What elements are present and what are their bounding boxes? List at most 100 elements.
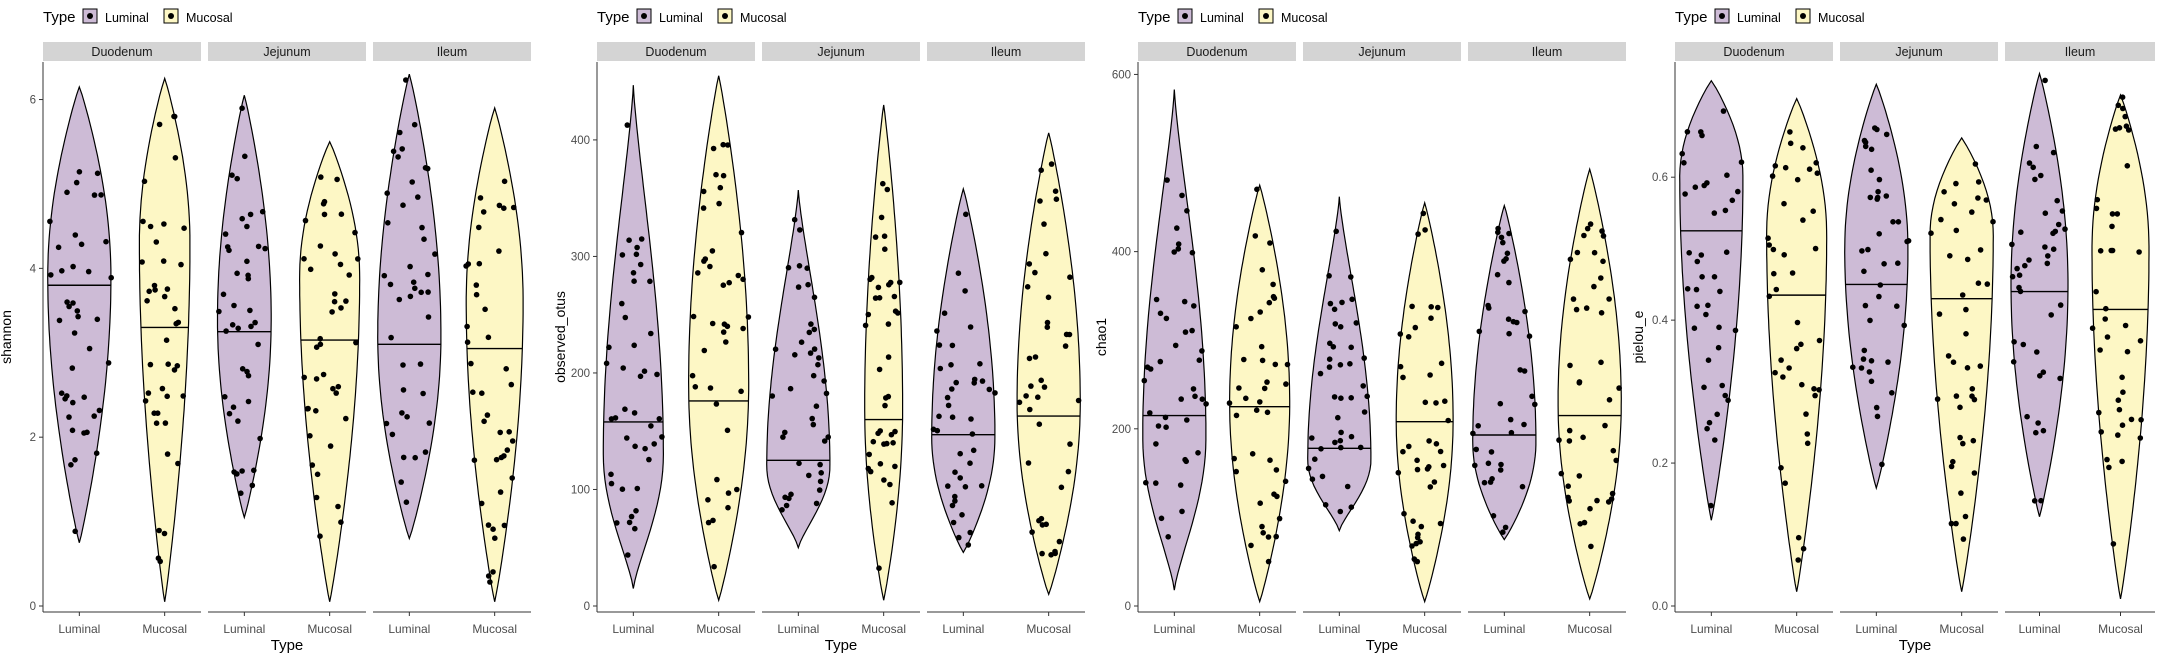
- data-point: [949, 502, 956, 509]
- data-point: [782, 429, 788, 436]
- data-point: [1309, 476, 1316, 483]
- data-point: [1867, 317, 1873, 324]
- data-point: [1904, 238, 1910, 245]
- data-point: [335, 383, 342, 390]
- data-point: [1699, 274, 1705, 280]
- data-point: [815, 361, 821, 368]
- data-point: [646, 456, 652, 463]
- data-point: [1426, 438, 1432, 444]
- data-point: [1338, 395, 1344, 402]
- data-point: [2016, 284, 2022, 291]
- data-point: [1963, 306, 1969, 313]
- data-point: [1495, 225, 1501, 232]
- data-point: [403, 499, 410, 506]
- data-point: [496, 248, 502, 254]
- data-point: [384, 190, 391, 196]
- data-point: [937, 365, 944, 372]
- data-point: [1948, 520, 1955, 527]
- data-point: [338, 211, 345, 217]
- data-point: [631, 410, 638, 416]
- data-point: [400, 202, 406, 208]
- facet-ileum: Ileum Luminal Mucosal: [2005, 42, 2155, 636]
- data-point: [1035, 394, 1041, 401]
- x-tick-label: Mucosal: [472, 622, 517, 636]
- data-point: [2062, 226, 2068, 232]
- panel-observed_otus: Type Luminal Mucosal 0 100 200 300 400 observed_…: [552, 8, 1085, 654]
- y-tick-label: 4: [30, 263, 37, 275]
- data-point: [1348, 274, 1354, 280]
- data-point: [811, 346, 818, 352]
- data-point: [1984, 281, 1991, 287]
- data-point: [648, 423, 654, 429]
- data-point: [352, 229, 358, 236]
- data-point: [1254, 186, 1260, 193]
- data-point: [631, 278, 637, 285]
- data-point: [2097, 347, 2103, 353]
- data-point: [1692, 184, 1699, 190]
- data-point: [1500, 239, 1506, 246]
- data-point: [957, 475, 963, 481]
- data-point: [96, 407, 103, 414]
- data-point: [977, 361, 983, 367]
- data-point: [422, 165, 429, 171]
- data-point: [941, 310, 948, 317]
- data-point: [473, 282, 480, 288]
- facet-strip: [43, 42, 201, 61]
- data-point: [411, 121, 418, 128]
- data-point: [1179, 508, 1185, 515]
- data-point: [813, 403, 820, 410]
- data-point: [619, 486, 626, 493]
- data-point: [2011, 339, 2017, 345]
- data-point: [1249, 451, 1256, 457]
- data-point: [745, 314, 752, 320]
- data-point: [892, 463, 898, 470]
- violin-body: [687, 75, 750, 603]
- data-point: [1958, 490, 1964, 496]
- data-point: [1024, 284, 1031, 290]
- data-point: [1062, 343, 1069, 349]
- data-point: [1720, 108, 1727, 114]
- data-point: [651, 441, 657, 447]
- data-point: [172, 305, 178, 312]
- data-point: [654, 371, 660, 378]
- facet-label: Duodenum: [645, 45, 706, 59]
- data-point: [390, 148, 397, 155]
- data-point: [1772, 163, 1779, 169]
- data-point: [396, 296, 403, 303]
- data-point: [1566, 438, 1573, 444]
- data-point: [1274, 493, 1280, 500]
- data-point: [1265, 534, 1272, 540]
- data-point: [493, 456, 500, 463]
- panel-chao1: Type Luminal Mucosal 0 200 400 600 chao1 Duodenu…: [1093, 8, 1626, 654]
- data-point: [2032, 176, 2038, 183]
- data-point: [108, 274, 114, 281]
- data-point: [735, 272, 742, 279]
- data-point: [1706, 419, 1713, 426]
- data-point: [332, 251, 338, 257]
- data-point: [1517, 367, 1523, 373]
- data-point: [1858, 365, 1865, 371]
- data-point: [955, 270, 962, 277]
- data-point: [785, 264, 792, 271]
- data-point: [249, 482, 256, 489]
- data-point: [1862, 302, 1869, 309]
- data-point: [948, 362, 954, 368]
- data-point: [862, 322, 869, 329]
- y-tick-label: 0.0: [1652, 601, 1668, 613]
- data-point: [2048, 312, 2054, 318]
- x-tick-label: Mucosal: [1567, 622, 1612, 636]
- data-point: [1415, 531, 1421, 538]
- data-point: [1476, 328, 1483, 335]
- data-point: [956, 534, 962, 541]
- data-point: [2115, 397, 2122, 404]
- violin-luminal: [2009, 71, 2069, 517]
- data-point: [1179, 192, 1185, 199]
- data-point: [1502, 524, 1509, 531]
- facet-strip: [2005, 42, 2155, 61]
- legend-title: Type: [1138, 9, 1171, 26]
- data-point: [1782, 164, 1789, 171]
- data-point: [2115, 432, 2121, 438]
- data-point: [1814, 170, 1821, 176]
- data-point: [471, 457, 478, 464]
- data-point: [490, 526, 496, 532]
